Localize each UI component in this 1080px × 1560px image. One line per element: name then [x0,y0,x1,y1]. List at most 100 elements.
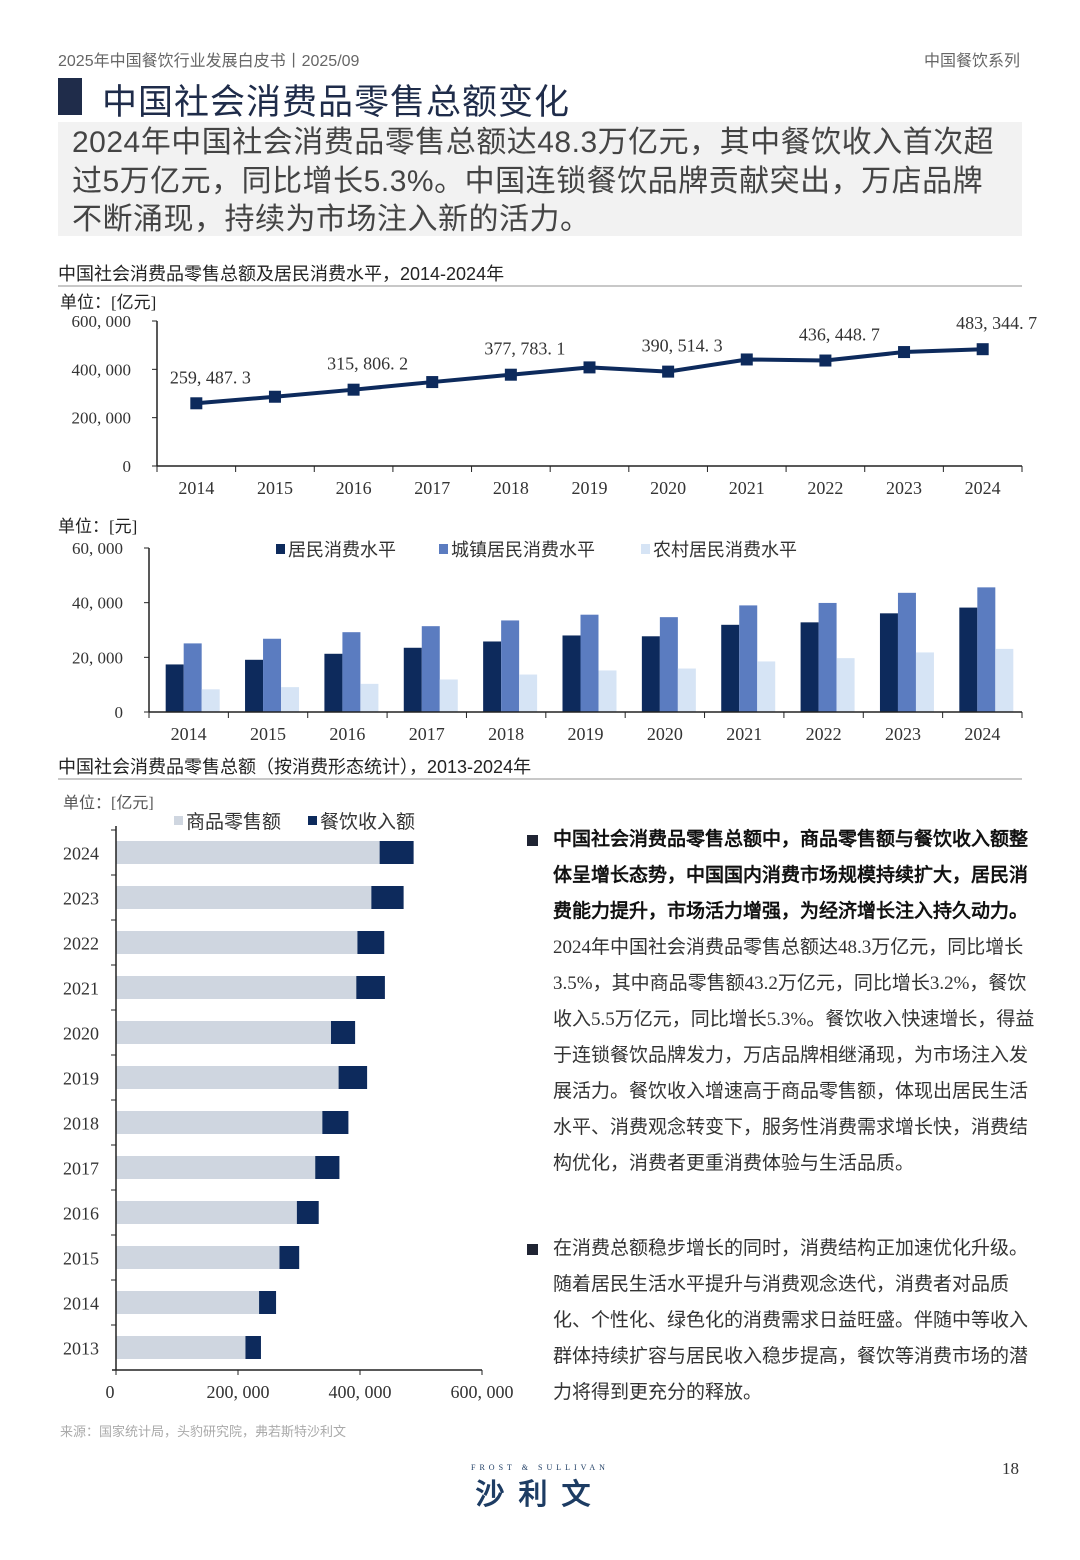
x-tick-label: 200, 000 [207,1382,270,1402]
legend-label: 城镇居民消费水平 [451,540,595,560]
bar-retail [116,1021,331,1044]
bar-catering [330,1021,356,1044]
x-tick-label: 2019 [572,478,608,498]
bar-retail [116,1066,339,1089]
page-number: 18 [1002,1459,1019,1478]
x-tick-label: 400, 000 [329,1382,392,1402]
data-label: 259, 487. 3 [170,367,251,387]
bar-2 [421,626,440,712]
bar-catering [356,976,385,999]
bar-3 [281,687,300,712]
x-tick-label: 2024 [965,478,1001,498]
bar-3 [519,674,538,712]
chart-unit-label: 单位：[亿元] [63,794,154,812]
bar-retail [116,1291,260,1314]
x-tick-label: 600, 000 [451,1382,514,1402]
bar-retail [116,1246,280,1269]
data-point-marker [190,397,203,410]
report-series-label: 中国餐饮系列 [923,53,1020,70]
bar-chart-consumption-level: 单位：[元] 0 20, 000 40, 000 60, 000 2014 2015 2016… [58,517,1023,744]
y-tick-label: 2017 [63,1159,99,1179]
x-tick-label: 2021 [729,478,765,498]
bar-2 [263,638,282,712]
bar-1 [165,664,184,712]
y-tick-label: 2022 [63,934,99,954]
data-point-marker [426,376,439,389]
y-tick-label: 2013 [63,1339,99,1359]
x-tick-label: 2017 [414,478,450,498]
paragraph-text: 2024年中国社会消费品零售总额达48.3万亿元，同比增长3.5%，其中商品零售… [553,937,1035,1174]
section-title-retail-consumption: 中国社会消费品零售总额及居民消费水平，2014-2024年 [58,264,505,284]
chart-unit-label: 单位：[元] [58,517,137,536]
data-point-marker [504,368,517,381]
bar-2 [580,614,599,712]
bullet-square-icon [527,835,538,846]
stacked-bar-chart-consumption-form: 单位：[亿元] 商品零售额 餐饮收入额 2024 2023 2022 2021 2020 201… [63,794,514,1402]
y-tick-label: 2015 [63,1249,99,1269]
bar-2 [739,605,758,712]
data-point-marker [819,354,832,367]
bar-catering [322,1111,349,1134]
y-tick-label: 60, 000 [72,539,123,558]
x-tick-label: 2019 [568,724,604,744]
bar-1 [641,636,660,712]
report-header-title: 2025年中国餐饮行业发展白皮书丨2025/09 [58,53,360,70]
bar-1 [959,607,978,712]
data-point-marker [268,390,281,403]
bar-catering [371,886,404,909]
bar-3 [836,658,855,712]
x-tick-label: 0 [106,1382,115,1402]
line-chart-retail-total: 单位：[亿元] 0 200, 000 400, 000 600, 000 2014 259,… [60,293,1037,498]
bullet-square-icon [527,1244,538,1255]
bar-1 [879,613,898,712]
data-point-marker [976,343,989,356]
section-divider [58,778,1022,780]
y-tick-label: 40, 000 [72,594,123,613]
bar-2 [183,643,202,712]
x-tick-label: 2022 [807,478,843,498]
bar-catering [357,931,385,954]
paragraph-bold-text: 中国社会消费品零售总额中，商品零售额与餐饮收入额整体呈增长态势，中国国内消费市场… [553,829,1029,922]
y-tick-label: 0 [115,703,124,722]
y-tick-label: 2019 [63,1069,99,1089]
bar-2 [342,632,361,712]
bar-1 [562,635,581,712]
bar-2 [659,617,678,712]
bar-1 [403,647,422,712]
legend-swatch [641,544,650,554]
data-label: 483, 344. 7 [956,313,1037,333]
legend-swatch [276,544,285,554]
section-divider [58,285,1022,287]
y-tick-label: 2023 [63,889,99,909]
bar-retail [116,931,358,954]
bar-retail [116,1111,323,1134]
bar-retail [116,886,372,909]
summary-box: 2024年中国社会消费品零售总额达48.3万亿元，其中餐饮收入首次超过5万亿元，… [58,122,1022,236]
x-tick-label: 2024 [964,724,1000,744]
data-label: 315, 806. 2 [327,354,408,374]
bar-catering [338,1066,368,1089]
bar-3 [360,683,379,712]
x-tick-label: 2022 [806,724,842,744]
bar-1 [483,641,502,712]
y-tick-label: 600, 000 [72,312,132,331]
data-point-marker [347,383,360,396]
y-tick-label: 400, 000 [72,360,132,379]
bar-2 [818,602,837,712]
bar-catering [315,1156,340,1179]
logo-english: FROST & SULLIVAN [471,1463,609,1472]
bar-3 [995,648,1014,712]
x-tick-label: 2023 [886,478,922,498]
paragraph-1: 中国社会消费品零售总额中，商品零售额与餐饮收入额整体呈增长态势，中国国内消费市场… [527,822,1037,1182]
bar-3 [915,652,934,712]
x-tick-label: 2021 [726,724,762,744]
data-point-marker [583,361,596,374]
bar-3 [201,689,220,712]
x-tick-label: 2016 [329,724,365,744]
source-note: 来源：国家统计局，头豹研究院，弗若斯特沙利文 [60,1424,347,1439]
legend-swatch [439,544,448,554]
section-title-consumption-form: 中国社会消费品零售总额（按消费形态统计），2013-2024年 [58,757,532,777]
y-tick-label: 20, 000 [72,648,123,667]
bar-retail [116,976,357,999]
